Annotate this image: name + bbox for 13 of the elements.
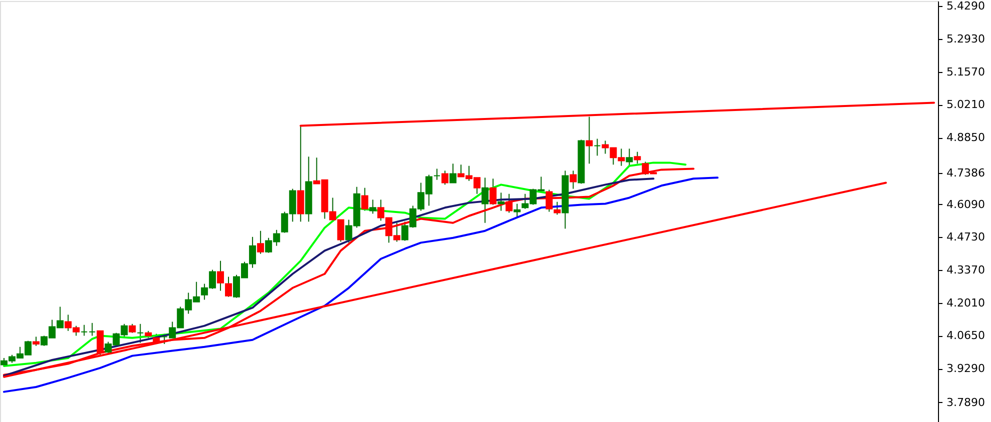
y-tick-label: 5.2930 — [946, 32, 985, 46]
y-tick-label: 5.4290 — [946, 0, 985, 13]
y-tick-label: 4.6090 — [946, 198, 985, 211]
y-tick-label: 4.0650 — [946, 329, 985, 342]
y-tick-label: 3.9290 — [946, 362, 985, 376]
y-tick-label: 5.0210 — [946, 98, 985, 112]
y-tick-label: 4.7386 — [946, 166, 985, 180]
y-tick-label: 3.7890 — [946, 396, 985, 409]
y-tick-label: 4.3370 — [946, 264, 985, 277]
y-tick-label: 4.2010 — [946, 296, 985, 310]
y-tick-label: 4.4730 — [946, 230, 985, 244]
y-tick-label: 4.8850 — [946, 131, 985, 144]
y-tick-label: 5.1570 — [946, 65, 985, 78]
